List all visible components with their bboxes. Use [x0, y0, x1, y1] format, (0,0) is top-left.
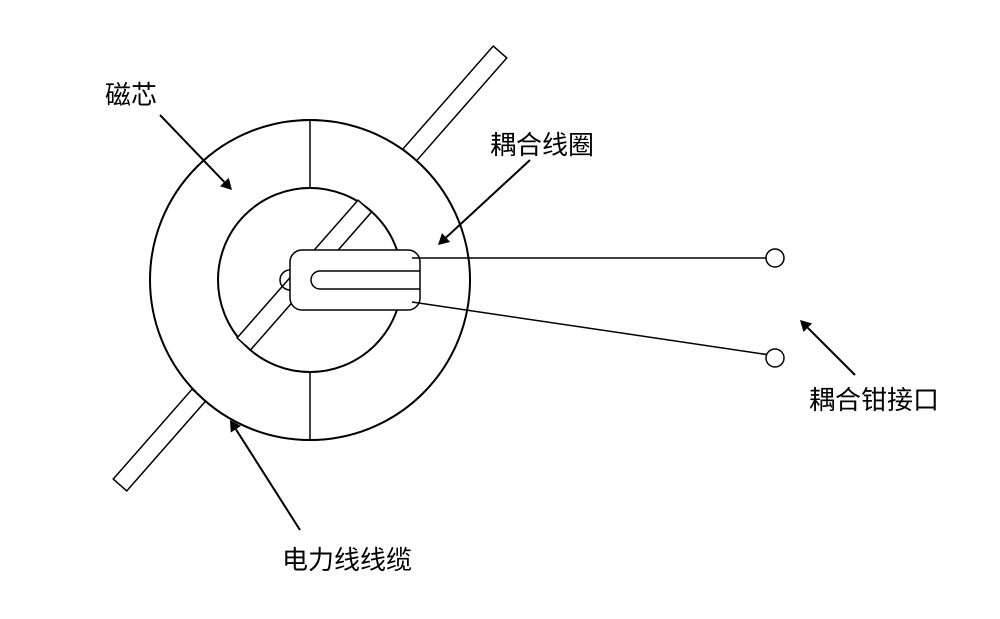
terminal-bottom	[766, 349, 784, 367]
power-cable-segment-lower	[113, 389, 205, 491]
label-clamp-port: 耦合钳接口	[809, 380, 939, 417]
lead-bottom	[412, 302, 770, 355]
arrow-coil-shaft	[446, 160, 530, 238]
coupling-coil-body	[290, 250, 420, 310]
label-coupling-coil: 耦合线圈	[490, 125, 594, 162]
label-core: 磁芯	[105, 75, 157, 112]
arrow-clamp-shaft	[808, 328, 855, 375]
label-power-cable: 电力线线缆	[282, 540, 412, 577]
arrow-cable-shaft	[236, 429, 300, 530]
terminal-top	[766, 249, 784, 267]
